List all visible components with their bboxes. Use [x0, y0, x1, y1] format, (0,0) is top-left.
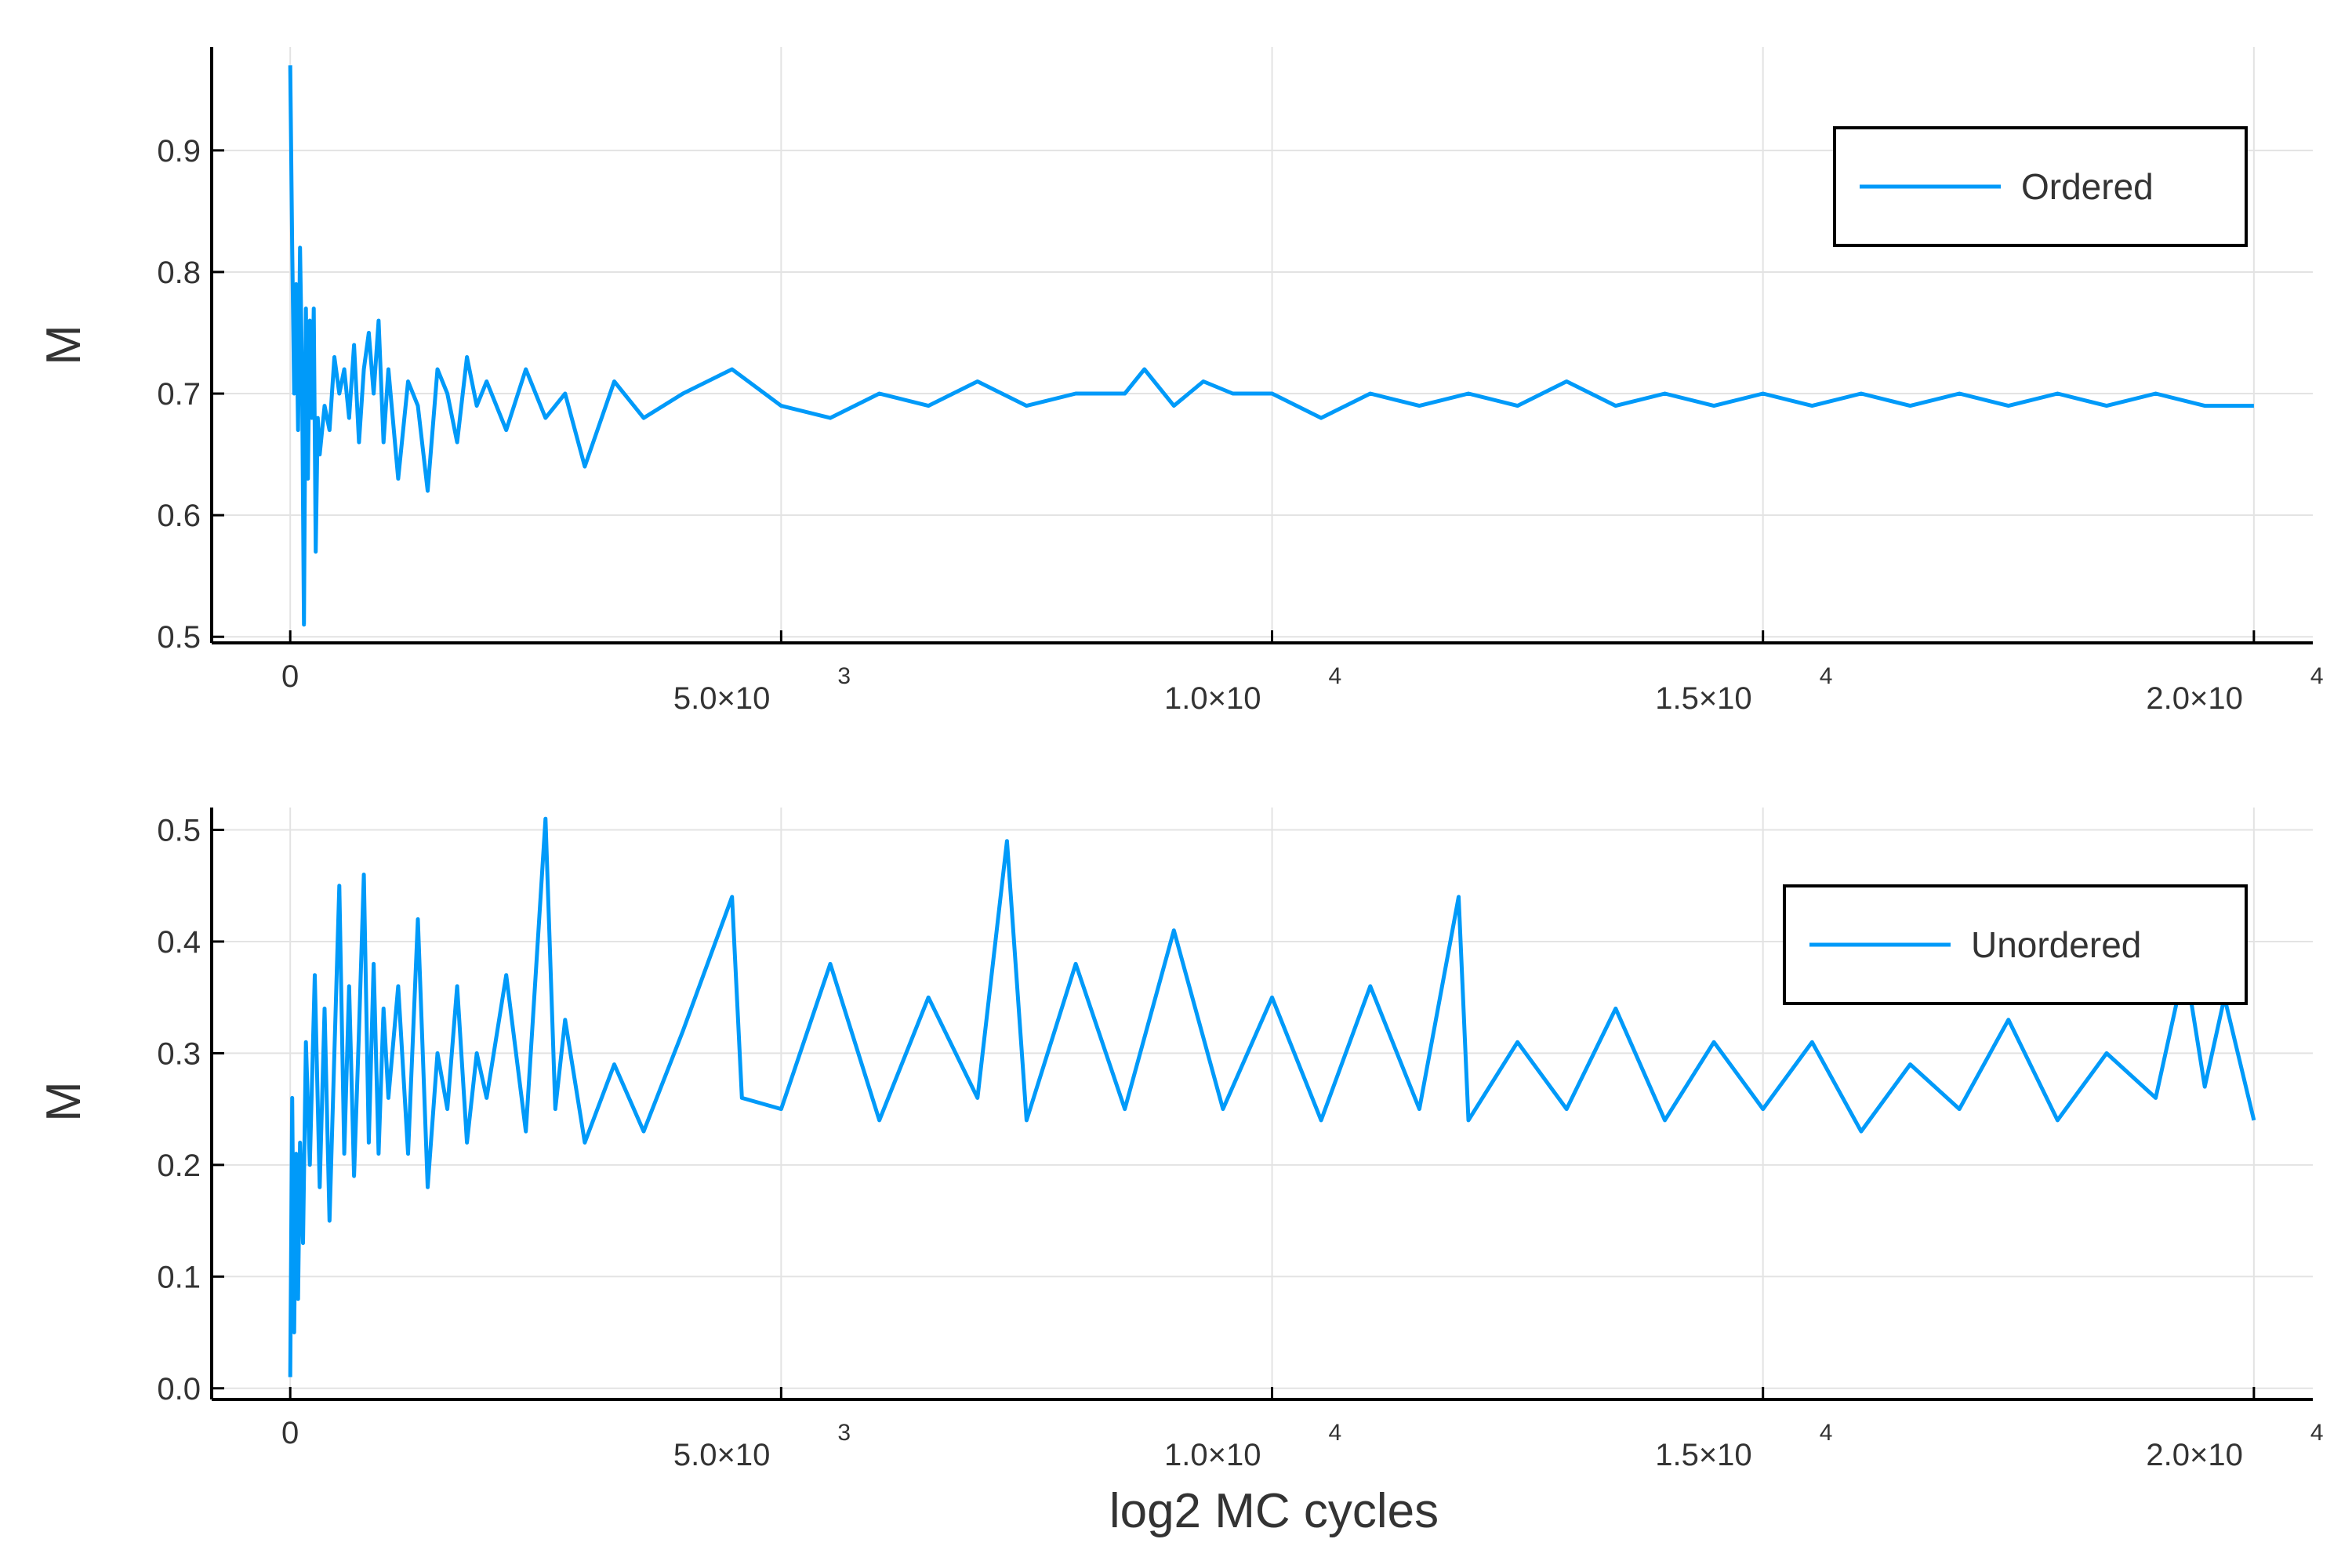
- x-axis-title: log2 MC cycles: [1109, 1484, 1439, 1538]
- y-axis-title: M: [37, 1081, 91, 1122]
- x-tick-label: 1.0×10: [1164, 1438, 1261, 1472]
- x-tick-label: 1.5×10: [1655, 681, 1751, 716]
- y-tick-label: 0.1: [157, 1260, 201, 1294]
- x-tick-label: 2.0×10: [2146, 1438, 2242, 1472]
- series-line-ordered: [288, 65, 2254, 627]
- x-tick-exponent: 4: [1820, 1420, 1833, 1446]
- legend: Ordered: [1833, 126, 2248, 247]
- x-tick-label: 2.0×10: [2146, 681, 2242, 716]
- y-tick-label: 0.8: [157, 256, 201, 290]
- x-tick-exponent: 3: [837, 663, 851, 689]
- x-tick-label: 0: [281, 1416, 299, 1450]
- x-tick-label: 0: [281, 659, 299, 694]
- legend-entry-label: Unordered: [1971, 924, 2141, 965]
- x-tick-exponent: 4: [1820, 663, 1833, 689]
- y-tick-label: 0.3: [157, 1036, 201, 1071]
- top-subplot: 0.5 0.6 0.7 0.8 0.9 0 5.0×10 3 1.0×10 4 1.5×10 4 2.0…: [37, 47, 2324, 716]
- y-tick-label: 0.2: [157, 1149, 201, 1183]
- y-tick-label: 0.5: [157, 620, 201, 655]
- x-tick-label: 1.0×10: [1164, 681, 1261, 716]
- x-tick-label: 1.5×10: [1655, 1438, 1751, 1472]
- y-tick-label: 0.9: [157, 134, 201, 169]
- x-tick-exponent: 4: [2310, 663, 2324, 689]
- x-tick-exponent: 4: [2310, 1420, 2324, 1446]
- x-tick-exponent: 3: [837, 1420, 851, 1446]
- bottom-subplot: 0.0 0.1 0.2 0.3 0.4 0.5 0 5.0×10 3 1.0×10 4 1.5×10 4…: [37, 808, 2324, 1538]
- series-line-unordered: [288, 816, 2256, 1377]
- legend-entry-label: Ordered: [2021, 166, 2154, 207]
- y-tick-label: 0.4: [157, 925, 201, 960]
- x-tick-label: 5.0×10: [673, 681, 770, 716]
- y-tick-label: 0.0: [157, 1372, 201, 1406]
- y-tick-label: 0.6: [157, 499, 201, 533]
- y-tick-label: 0.5: [157, 813, 201, 848]
- legend: Unordered: [1783, 884, 2248, 1005]
- x-tick-exponent: 4: [1329, 1420, 1342, 1446]
- y-axis-title: M: [37, 325, 91, 365]
- x-tick-label: 5.0×10: [673, 1438, 770, 1472]
- x-tick-exponent: 4: [1329, 663, 1342, 689]
- y-tick-label: 0.7: [157, 377, 201, 412]
